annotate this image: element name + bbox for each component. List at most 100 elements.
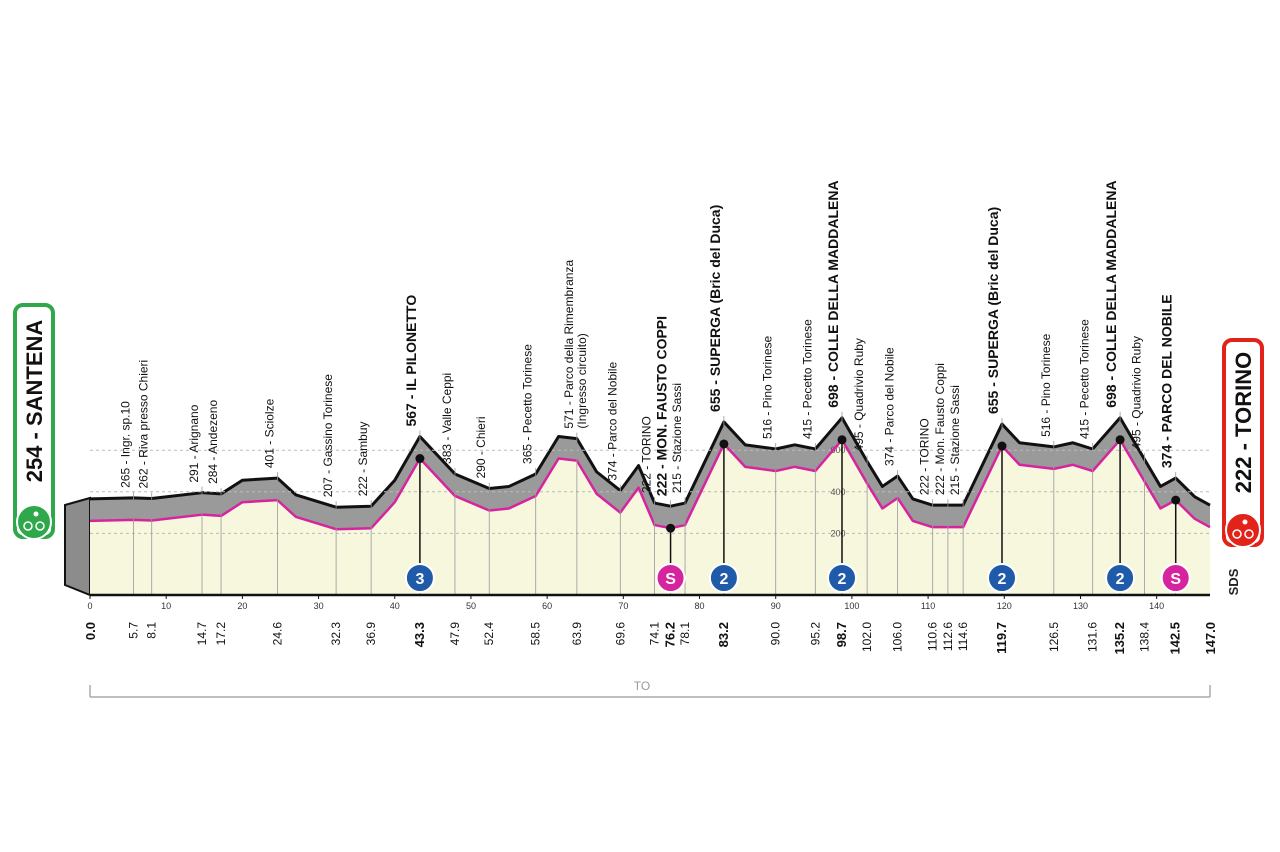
- climb-badge: [655, 563, 686, 593]
- x-tick-label: 40: [390, 601, 400, 611]
- finish-name: 222 - TORINO: [1231, 352, 1256, 493]
- waypoint-name: 222 - TORINO: [918, 418, 932, 495]
- x-tick-label: 30: [314, 601, 324, 611]
- waypoint-name: 222 - Mon. Fausto Coppi: [933, 363, 947, 495]
- y-tick-label: 200: [830, 528, 845, 538]
- x-tick-label: 110: [921, 601, 935, 611]
- waypoint-km: 69.6: [613, 622, 627, 646]
- waypoint-name: 215 - Stazione Sassi: [948, 385, 962, 495]
- x-tick-label: 70: [618, 601, 628, 611]
- climb-summit: [1171, 495, 1181, 505]
- waypoint-km: 36.9: [364, 622, 378, 646]
- waypoint-name: 571 - Parco della Rimembranza: [562, 260, 576, 429]
- waypoint-km: 83.2: [716, 622, 731, 647]
- waypoint-name: 265 - Ingr. sp.10: [118, 401, 132, 488]
- start-icon: [16, 504, 52, 540]
- waypoint-name: 262 - Riva presso Chieri: [137, 360, 151, 489]
- climb-summit: [666, 523, 676, 533]
- profile-wall: [64, 496, 91, 597]
- x-tick-label: 100: [844, 601, 859, 611]
- waypoint-name: 383 - Valle Ceppi: [440, 373, 454, 464]
- x-tick-label: 10: [161, 601, 171, 611]
- waypoint-km: 95.2: [808, 622, 822, 646]
- waypoint-name: 655 - SUPERGA (Bric del Duca): [985, 207, 1001, 414]
- climb-summit: [837, 435, 847, 445]
- waypoint-note: (Ingresso circuito): [575, 333, 589, 428]
- start-wheel: [35, 521, 45, 531]
- waypoint-km: 142.5: [1168, 622, 1183, 655]
- waypoint-km: 78.1: [678, 622, 692, 646]
- start-wheel: [23, 521, 33, 531]
- waypoint-name: 374 - PARCO DEL NOBILE: [1159, 294, 1175, 468]
- y-tick-label: 600: [830, 445, 845, 455]
- waypoint-km: 74.1: [648, 622, 662, 646]
- x-tick-label: 120: [997, 601, 1012, 611]
- climb-category: S: [665, 571, 676, 588]
- waypoint-name: 291 - Arignano: [187, 404, 201, 482]
- climb-category: 2: [1116, 571, 1125, 588]
- waypoint-name: 698 - COLLE DELLA MADDALENA: [825, 180, 841, 407]
- waypoint-km: 14.7: [195, 622, 209, 646]
- waypoint-name: 365 - Pecetto Torinese: [521, 344, 535, 464]
- x-tick-label: 80: [695, 601, 705, 611]
- waypoint-km: 17.2: [214, 622, 228, 646]
- waypoint-km: 90.0: [769, 622, 783, 646]
- waypoint-km: 110.6: [926, 622, 940, 651]
- finish-icon: [1225, 512, 1261, 548]
- waypoint-name: 415 - Pecetto Torinese: [1078, 319, 1092, 439]
- finish-rider: [1242, 519, 1248, 525]
- waypoint-km: 5.7: [126, 622, 140, 639]
- waypoint-km: 114.6: [956, 622, 970, 651]
- waypoint-km: 126.5: [1047, 622, 1061, 652]
- x-tick-label: 0: [87, 601, 92, 611]
- waypoint-km: 52.4: [482, 622, 496, 646]
- climb-category: 2: [719, 571, 728, 588]
- waypoint-name: 290 - Chieri: [474, 416, 488, 478]
- waypoint-name: 516 - Pino Torinese: [761, 335, 775, 439]
- waypoint-km: 138.4: [1137, 622, 1151, 652]
- waypoint-name: 567 - IL PILONETTO: [403, 295, 419, 427]
- waypoint-name: 516 - Pino Torinese: [1039, 333, 1053, 437]
- waypoint-name: 401 - Sciolze: [262, 398, 276, 468]
- finish-wheel: [1244, 529, 1254, 539]
- waypoint-km: 135.2: [1112, 622, 1127, 655]
- waypoint-name: 415 - Pecetto Torinese: [800, 319, 814, 439]
- waypoint-km: 32.3: [329, 622, 343, 646]
- waypoint-km: 98.7: [834, 622, 849, 647]
- waypoint-km: 47.9: [448, 622, 462, 646]
- x-tick-label: 90: [771, 601, 781, 611]
- y-tick-label: 400: [830, 487, 845, 497]
- waypoint-km: 119.7: [994, 622, 1009, 654]
- climb-badge: [404, 563, 435, 593]
- waypoint-km: 63.9: [570, 622, 584, 646]
- waypoint-name: 222 - Sambuy: [356, 421, 370, 496]
- finish-wheel: [1232, 529, 1242, 539]
- climb-summit: [415, 454, 425, 464]
- waypoint-name: 374 - Parco del Nobile: [605, 362, 619, 481]
- x-tick-label: 130: [1073, 601, 1088, 611]
- brand: SDS: [1226, 568, 1241, 595]
- waypoint-name: 222 - TORINO: [640, 416, 654, 493]
- climb-summit: [1115, 435, 1125, 445]
- climb-category: 2: [998, 571, 1007, 588]
- waypoint-km: 106.0: [891, 622, 905, 652]
- waypoint-name: 215 - Stazione Sassi: [670, 383, 684, 493]
- waypoint-km: 76.2: [663, 622, 678, 647]
- waypoint-km: 8.1: [145, 622, 159, 639]
- finish-km: 147.0: [1203, 622, 1218, 655]
- waypoint-km: 131.6: [1086, 622, 1100, 652]
- sector-label: TO: [634, 679, 650, 693]
- waypoint-name: 495 - Quadrivio Ruby: [852, 338, 866, 451]
- climb-summit: [997, 441, 1007, 451]
- climb-summit: [719, 439, 729, 449]
- climb-badge: [827, 563, 857, 593]
- climb-badge: [1105, 563, 1136, 593]
- climb-badge: [1160, 563, 1191, 593]
- x-tick-label: 60: [542, 601, 552, 611]
- x-tick-label: 50: [466, 601, 476, 611]
- waypoint-name: 207 - Gassino Torinese: [321, 374, 335, 498]
- waypoint-km: 24.6: [270, 622, 284, 646]
- waypoint-name: 222 - MON. FAUSTO COPPI: [654, 316, 670, 496]
